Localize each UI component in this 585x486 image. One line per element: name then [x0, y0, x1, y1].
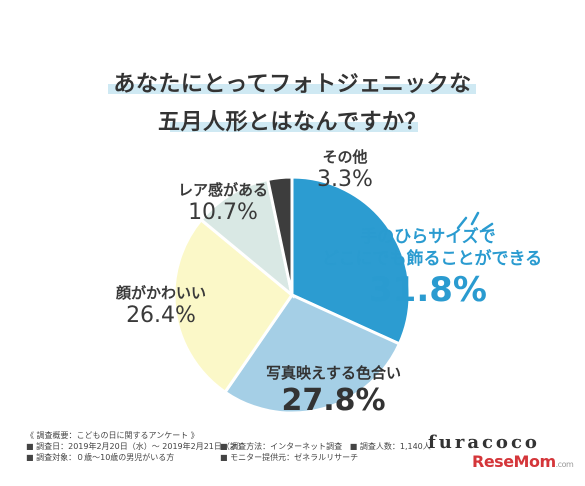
label-rare: レア感がある 10.7% [178, 179, 268, 225]
label-palm-size: 手のひらサイズで どこにでも飾ることができる 31.8% [322, 226, 543, 310]
notes-target: ■ 調査対象：０歳～10歳の男児がいる方 [26, 453, 175, 462]
label-photogenic-color-name: 写真映えする色合い [266, 364, 402, 382]
label-other-name: その他 [322, 148, 368, 166]
title-highlight-1 [108, 84, 476, 94]
slice-cute-face [172, 217, 295, 395]
survey-notes-2: ■ 調査方法：インターネット調査 ■ 調査人数：1,140人 ■ モニター提供元… [220, 441, 431, 463]
label-palm-size-line2: どこにでも飾ることができる [322, 249, 543, 269]
notes-count: ■ 調査人数：1,140人 [349, 442, 431, 451]
label-photogenic-color: 写真映えする色合い 27.8% [266, 362, 401, 418]
label-cute-face: 顔がかわいい 26.4% [116, 282, 206, 328]
survey-notes: 《 調査概要：こどもの日に関するアンケート 》 ■ 調査日：2019年2月20日… [26, 430, 246, 463]
watermark-main: ReseMom [472, 452, 556, 471]
chart-title-line1: あなたにとってフォトジェニックな [113, 72, 472, 97]
label-cute-face-value: 26.4% [126, 303, 196, 328]
watermark-suffix: .com [555, 460, 574, 469]
label-cute-face-name: 顔がかわいい [116, 284, 207, 302]
slice-photogenic-color [222, 293, 402, 415]
notes-provider: ■ モニター提供元：ゼネラルリサーチ [220, 453, 359, 462]
slice-palm-size [290, 175, 412, 346]
label-palm-size-value: 31.8% [369, 270, 487, 310]
slice-rare [198, 177, 295, 299]
brand-logo: furacoco [428, 432, 540, 453]
label-other-value: 3.3% [317, 167, 373, 192]
notes-method: ■ 調査方法：インターネット調査 [220, 442, 343, 451]
title-highlight-2 [170, 122, 418, 132]
label-palm-size-line1: 手のひらサイズで [360, 227, 496, 247]
label-rare-name: レア感がある [178, 181, 269, 199]
slice-other [265, 175, 294, 296]
notes-heading: 《 調査概要：こどもの日に関するアンケート 》 [26, 431, 199, 440]
label-other: その他 3.3% [317, 146, 373, 192]
label-rare-value: 10.7% [188, 200, 258, 225]
accent-dashes [456, 211, 494, 232]
watermark: ReseMom.com [472, 452, 574, 471]
chart-title-line2: 五月人形とはなんですか？ [158, 110, 427, 135]
notes-date: ■ 調査日：2019年2月20日（水）～ 2019年2月21日（木） [26, 442, 246, 451]
label-photogenic-color-value: 27.8% [281, 383, 386, 418]
